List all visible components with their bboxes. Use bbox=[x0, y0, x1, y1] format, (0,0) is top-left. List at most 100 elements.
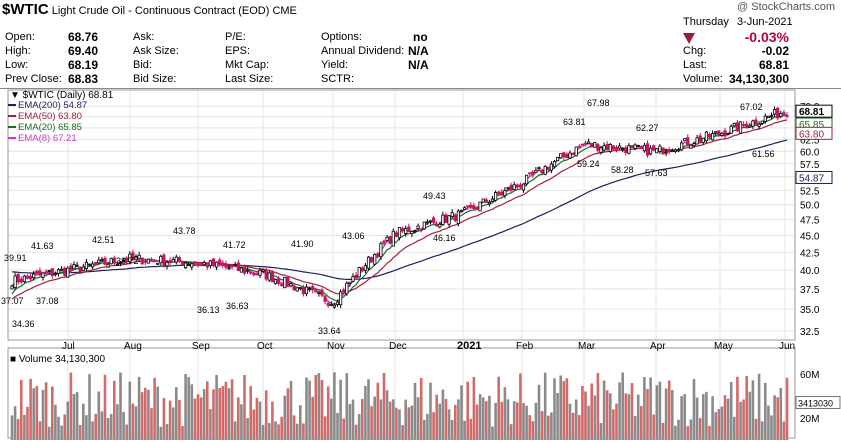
candle-body bbox=[738, 121, 743, 134]
x-tick-label: Oct bbox=[257, 341, 273, 352]
candle-body bbox=[267, 272, 271, 281]
volume-bar bbox=[10, 415, 14, 440]
candle-body bbox=[224, 263, 228, 268]
volume-bar bbox=[97, 391, 101, 440]
candle-body bbox=[456, 210, 461, 224]
ema-lines bbox=[11, 112, 788, 305]
quote-label: Ask Size: bbox=[133, 45, 179, 57]
chg-value: -0.02 bbox=[761, 44, 789, 58]
candle-body bbox=[400, 228, 405, 232]
candle-body bbox=[490, 198, 495, 202]
volume-bar bbox=[63, 414, 66, 440]
volume-bar bbox=[519, 373, 522, 440]
volume-bar bbox=[435, 394, 438, 440]
candle-body bbox=[766, 115, 771, 118]
volume-bar bbox=[32, 388, 35, 440]
candle-body bbox=[87, 263, 92, 266]
volume-bar bbox=[680, 396, 683, 440]
candle-body bbox=[118, 261, 123, 264]
volume-bar bbox=[218, 387, 221, 440]
quote-label: Bid Size: bbox=[133, 73, 177, 85]
price-annotation: 49.43 bbox=[423, 191, 446, 201]
volume-bar bbox=[407, 407, 411, 440]
volume-bar bbox=[754, 418, 758, 440]
volume-bar bbox=[283, 395, 287, 440]
volume-bar bbox=[782, 421, 786, 440]
volume-bar bbox=[478, 394, 482, 440]
volume-bar bbox=[119, 372, 122, 440]
candle-body bbox=[94, 262, 98, 265]
volume-bar bbox=[413, 382, 417, 440]
candle-body bbox=[283, 276, 287, 289]
candle-body bbox=[751, 120, 755, 127]
candle-body bbox=[636, 144, 640, 147]
candle-body bbox=[97, 259, 101, 264]
volume-bar bbox=[503, 387, 507, 440]
candle-body bbox=[128, 253, 132, 263]
volume-bar bbox=[20, 379, 23, 440]
candle-body bbox=[475, 207, 479, 210]
volume-bar bbox=[729, 382, 733, 440]
candle-body bbox=[32, 273, 36, 279]
volume-bar bbox=[562, 380, 566, 440]
volume-bar bbox=[326, 386, 330, 440]
volume-bar bbox=[302, 423, 305, 440]
candle-body bbox=[642, 145, 647, 152]
candle-body bbox=[621, 148, 625, 151]
volume-bar bbox=[447, 409, 451, 440]
volume-bar bbox=[190, 384, 194, 440]
volume-bar bbox=[94, 413, 97, 440]
x-tick-label: Nov bbox=[327, 341, 345, 352]
price-annotation: 42.51 bbox=[92, 235, 115, 245]
candle-body bbox=[661, 147, 665, 155]
volume-bar bbox=[441, 389, 445, 440]
volume-bar bbox=[314, 374, 318, 440]
candle-body bbox=[546, 166, 550, 171]
candle-body bbox=[301, 286, 306, 295]
candle-body bbox=[13, 275, 17, 288]
candle-body bbox=[329, 303, 333, 306]
volume-bar bbox=[757, 373, 761, 440]
candle-body bbox=[630, 145, 634, 147]
candle-body bbox=[50, 268, 54, 277]
x-tick-label: May bbox=[714, 341, 733, 352]
candle-body bbox=[332, 304, 337, 308]
candle-body bbox=[298, 287, 302, 290]
volume-bar bbox=[16, 419, 20, 440]
candle-body bbox=[202, 262, 206, 266]
price-panel-frame bbox=[7, 89, 796, 341]
candle-body bbox=[416, 225, 420, 230]
quote-label: Prev Close: bbox=[5, 73, 62, 85]
y-tick-label: 62.5 bbox=[800, 135, 820, 146]
candle-body bbox=[664, 151, 668, 154]
volume-bar bbox=[261, 424, 265, 440]
volume-bar bbox=[596, 372, 600, 440]
candle-body bbox=[472, 205, 476, 209]
x-tick-label: Jun bbox=[779, 341, 795, 352]
quote-value: 68.19 bbox=[68, 58, 99, 72]
volume-bar bbox=[255, 397, 259, 440]
candle-body bbox=[307, 288, 312, 291]
price-tag-label: 68.81 bbox=[799, 107, 824, 118]
candle-body bbox=[16, 274, 20, 283]
volume-bar bbox=[426, 413, 429, 440]
price-tag-box bbox=[795, 126, 833, 140]
volume-bar bbox=[463, 420, 466, 440]
volume-bar bbox=[450, 419, 454, 440]
volume-bar bbox=[578, 415, 581, 440]
volume-bar bbox=[472, 376, 476, 440]
candle-body bbox=[779, 113, 783, 117]
candle-body bbox=[587, 141, 591, 145]
candle-body bbox=[673, 149, 678, 152]
volume-bar bbox=[351, 399, 355, 440]
candle-body bbox=[695, 137, 699, 145]
volume-bar bbox=[454, 404, 457, 440]
candle-body bbox=[515, 184, 519, 187]
candle-body bbox=[100, 259, 104, 261]
candle-body bbox=[245, 269, 250, 272]
volume-bar bbox=[627, 394, 631, 440]
price-annotation: 36.13 bbox=[197, 305, 220, 315]
candle-body bbox=[78, 266, 82, 273]
y-tick-label: 40.0 bbox=[800, 266, 820, 277]
instrument-name: Light Crude Oil - Continuous Contract (E… bbox=[51, 5, 270, 17]
